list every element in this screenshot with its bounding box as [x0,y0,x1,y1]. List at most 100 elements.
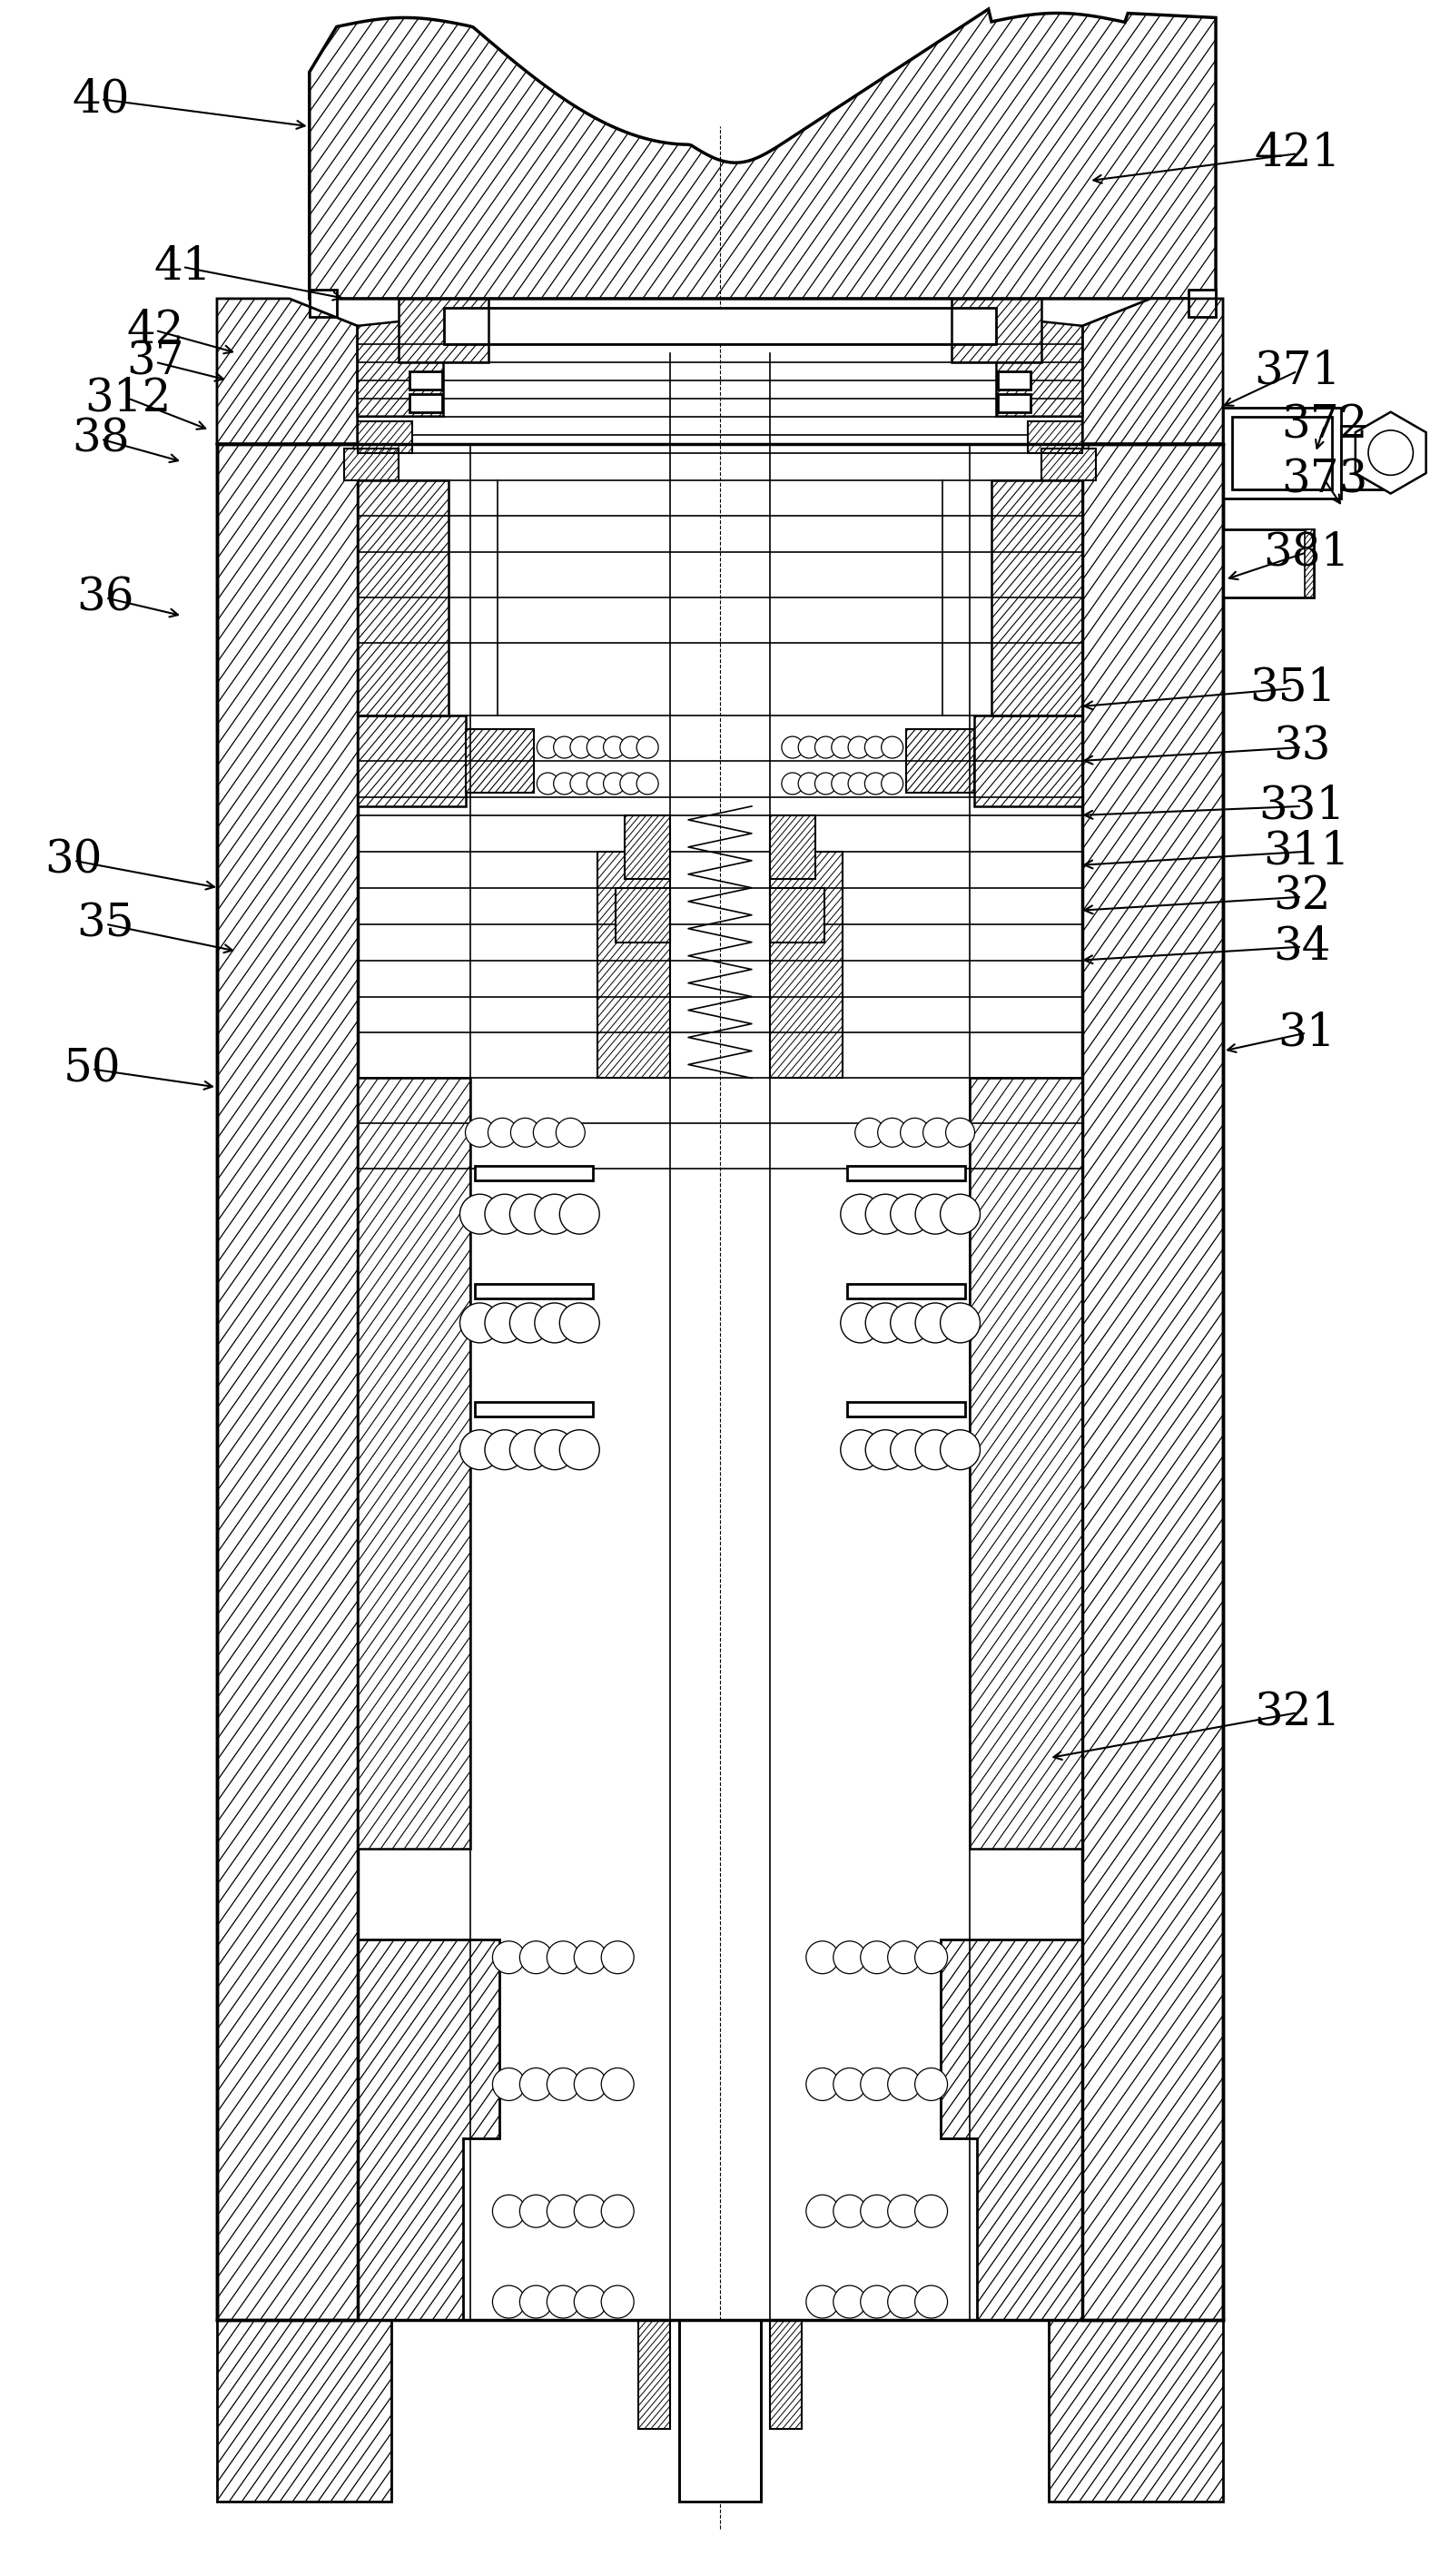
Text: 35: 35 [76,902,134,945]
Polygon shape [992,479,1083,716]
Polygon shape [625,817,670,878]
Circle shape [560,1195,599,1234]
Polygon shape [357,420,412,453]
Text: 373: 373 [1282,459,1368,502]
Bar [847,1167,965,1180]
Circle shape [815,737,837,757]
Bar [475,1283,593,1298]
Polygon shape [969,1079,1083,1850]
Circle shape [511,1118,540,1146]
Circle shape [865,1195,906,1234]
Circle shape [914,2069,948,2099]
Circle shape [914,1942,948,1973]
Polygon shape [217,1940,500,2501]
Circle shape [890,1303,930,1342]
Circle shape [459,1430,500,1471]
Bar [1223,531,1313,598]
Polygon shape [770,2321,802,2429]
Circle shape [887,1942,920,1973]
Polygon shape [357,479,448,716]
Circle shape [485,1430,524,1471]
Polygon shape [996,317,1083,417]
Circle shape [586,773,609,793]
Text: 41: 41 [154,245,212,289]
Polygon shape [616,889,670,943]
Polygon shape [357,420,412,453]
Circle shape [636,773,658,793]
Circle shape [553,737,576,757]
Polygon shape [1041,448,1096,479]
Circle shape [848,737,870,757]
Polygon shape [770,817,815,878]
Polygon shape [1083,299,1223,443]
Polygon shape [467,729,534,793]
Polygon shape [598,853,670,1079]
Circle shape [864,773,887,793]
Polygon shape [1041,448,1096,479]
Polygon shape [217,443,357,2321]
Circle shape [798,773,819,793]
Polygon shape [952,299,1041,363]
Circle shape [806,1942,838,1973]
Circle shape [887,2195,920,2228]
Polygon shape [1305,531,1313,598]
Text: 36: 36 [76,574,134,621]
Circle shape [841,1303,880,1342]
Bar [310,289,337,317]
Circle shape [890,1195,930,1234]
Circle shape [834,2285,865,2318]
Circle shape [848,773,870,793]
Bar [1188,289,1215,317]
Circle shape [534,1195,575,1234]
Text: 50: 50 [63,1046,121,1092]
Circle shape [864,737,887,757]
Polygon shape [217,1940,500,2501]
Circle shape [575,1942,606,1973]
Circle shape [492,1942,526,1973]
Polygon shape [357,317,444,417]
Polygon shape [217,443,357,2321]
Polygon shape [770,889,824,943]
Polygon shape [467,729,534,793]
Polygon shape [770,889,824,943]
Polygon shape [940,1940,1223,2501]
Text: 321: 321 [1254,1690,1341,1736]
Polygon shape [217,299,357,443]
Text: 331: 331 [1259,783,1345,829]
Circle shape [861,2285,893,2318]
Text: 351: 351 [1250,667,1336,711]
Polygon shape [1083,443,1223,2321]
Polygon shape [344,448,399,479]
Polygon shape [616,889,670,943]
Circle shape [636,737,658,757]
Text: 37: 37 [127,340,184,384]
Text: 31: 31 [1277,1010,1335,1056]
Bar [847,1401,965,1417]
Circle shape [533,1118,562,1146]
Circle shape [537,737,559,757]
Text: 38: 38 [72,417,130,461]
Text: 32: 32 [1273,873,1331,920]
Circle shape [881,773,903,793]
Text: 34: 34 [1273,925,1331,969]
Circle shape [465,1118,494,1146]
Circle shape [940,1195,981,1234]
Circle shape [547,2195,579,2228]
Circle shape [621,737,642,757]
Circle shape [575,2285,606,2318]
Polygon shape [973,716,1083,806]
Polygon shape [310,10,1215,299]
Circle shape [492,2069,526,2099]
Circle shape [621,773,642,793]
Circle shape [940,1430,981,1471]
Polygon shape [770,853,842,1079]
Text: 33: 33 [1273,724,1331,770]
Circle shape [798,737,819,757]
Circle shape [834,1942,865,1973]
Bar [998,371,1031,389]
Polygon shape [770,853,842,1079]
Circle shape [575,2195,606,2228]
Circle shape [602,2285,634,2318]
Circle shape [510,1303,550,1342]
Circle shape [520,2285,553,2318]
